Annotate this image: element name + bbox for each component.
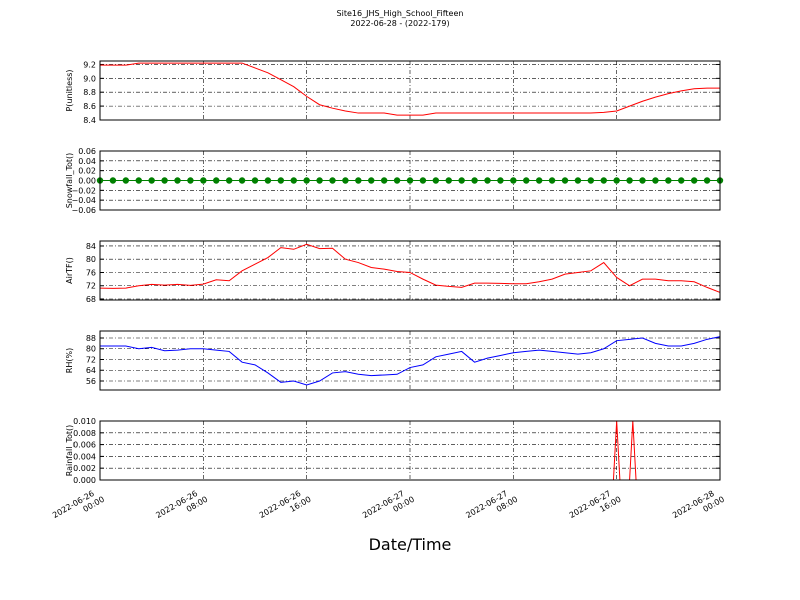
y-axis-label: AirTF(): [65, 257, 74, 284]
data-point: [574, 177, 582, 184]
y-tick-label: 76: [86, 268, 96, 277]
data-point: [368, 177, 375, 184]
y-tick-label: −0.02: [71, 186, 96, 195]
axes-frame: [99, 240, 721, 301]
y-tick-label: 72: [86, 355, 96, 364]
data-point: [445, 177, 452, 184]
data-point: [380, 177, 388, 184]
data-point: [406, 177, 414, 184]
x-tick-label: 2022-06-2708:00: [464, 486, 519, 529]
data-point: [548, 177, 556, 184]
x-tick-label: 2022-06-2616:00: [258, 486, 313, 529]
y-tick-label: 64: [86, 366, 96, 375]
data-point: [264, 177, 272, 184]
data-point: [587, 177, 595, 184]
y-tick-label: 0.04: [78, 157, 96, 166]
data-point: [419, 177, 427, 184]
y-tick-label: 0.02: [78, 167, 96, 176]
y-tick-label: 68: [86, 295, 96, 304]
y-tick-label: 80: [86, 255, 96, 264]
data-point: [122, 177, 130, 184]
y-tick-label: 9.2: [83, 60, 96, 69]
data-point: [200, 177, 207, 184]
data-point: [600, 177, 607, 184]
y-tick-label: 84: [86, 242, 96, 251]
data-point: [639, 177, 646, 184]
y-axis-label: Rainfall_Tot(): [65, 425, 74, 477]
data-point: [497, 177, 504, 184]
chart-subtitle: 2022-06-28 - (2022-179): [350, 19, 449, 28]
data-point: [703, 177, 711, 184]
y-tick-label: 0.010: [73, 417, 96, 426]
data-point: [174, 177, 181, 184]
y-tick-label: 0.002: [73, 464, 96, 473]
data-point: [355, 177, 362, 184]
x-tick-label: 2022-06-2700:00: [361, 486, 416, 529]
data-point: [238, 177, 246, 184]
data-point: [290, 177, 297, 184]
data-point: [109, 177, 117, 184]
y-tick-label: 0.008: [73, 429, 96, 438]
y-tick-label: 8.4: [83, 116, 96, 125]
data-point: [561, 177, 569, 184]
y-tick-label: 72: [86, 282, 96, 291]
data-point: [652, 177, 659, 184]
axes-frame: [99, 150, 721, 211]
data-line: [100, 62, 720, 116]
y-tick-label: −0.04: [71, 196, 96, 205]
x-tick-label: 2022-06-2716:00: [568, 486, 623, 529]
y-tick-label: 88: [86, 334, 96, 343]
data-point: [213, 177, 220, 184]
axes-frame: [99, 60, 721, 121]
y-tick-label: 0.06: [78, 147, 96, 156]
data-point: [535, 177, 543, 184]
data-point: [329, 177, 336, 184]
data-point: [484, 177, 491, 184]
data-point: [316, 177, 323, 184]
data-point: [626, 177, 633, 184]
y-axis-label: RH(%): [65, 348, 74, 373]
data-point: [523, 177, 530, 184]
data-point: [225, 177, 233, 184]
data-point: [432, 177, 440, 184]
data-point: [510, 177, 517, 184]
x-tick-label: 2022-06-2600:00: [51, 486, 106, 529]
y-tick-label: −0.06: [71, 206, 96, 215]
axes-frame: [99, 330, 721, 391]
data-point: [135, 177, 142, 184]
y-tick-label: 8.6: [83, 102, 96, 111]
y-tick-label: 0.006: [73, 441, 96, 450]
x-axis-label: Date/Time: [369, 535, 452, 554]
y-tick-label: 0.004: [73, 452, 96, 461]
data-point: [665, 177, 672, 184]
data-point: [678, 177, 685, 184]
data-point: [458, 177, 465, 184]
y-axis-label: P(unitless): [65, 69, 74, 111]
data-point: [471, 177, 478, 184]
y-tick-label: 8.8: [83, 88, 96, 97]
y-tick-label: 9.0: [83, 74, 96, 83]
data-line: [100, 336, 720, 386]
data-line: [100, 243, 720, 293]
data-point: [690, 177, 698, 184]
y-tick-label: 56: [86, 377, 96, 386]
y-axis-label: Snowfall_Tot(): [65, 153, 74, 209]
data-point: [251, 177, 259, 184]
data-point: [342, 177, 349, 184]
data-point: [148, 177, 155, 184]
data-point: [303, 177, 310, 184]
data-point: [161, 177, 168, 184]
chart-title: Site16_JHS_High_School_Fifteen: [337, 9, 464, 18]
data-point: [393, 177, 401, 184]
data-point: [277, 177, 285, 184]
x-tick-label: 2022-06-2800:00: [671, 486, 726, 529]
x-tick-label: 2022-06-2608:00: [154, 486, 209, 529]
y-tick-label: 0.000: [73, 476, 96, 485]
data-point: [613, 177, 620, 184]
y-tick-label: 0.00: [78, 177, 96, 186]
axes-frame: [99, 420, 721, 481]
y-tick-label: 80: [86, 345, 96, 354]
data-point: [187, 177, 194, 184]
